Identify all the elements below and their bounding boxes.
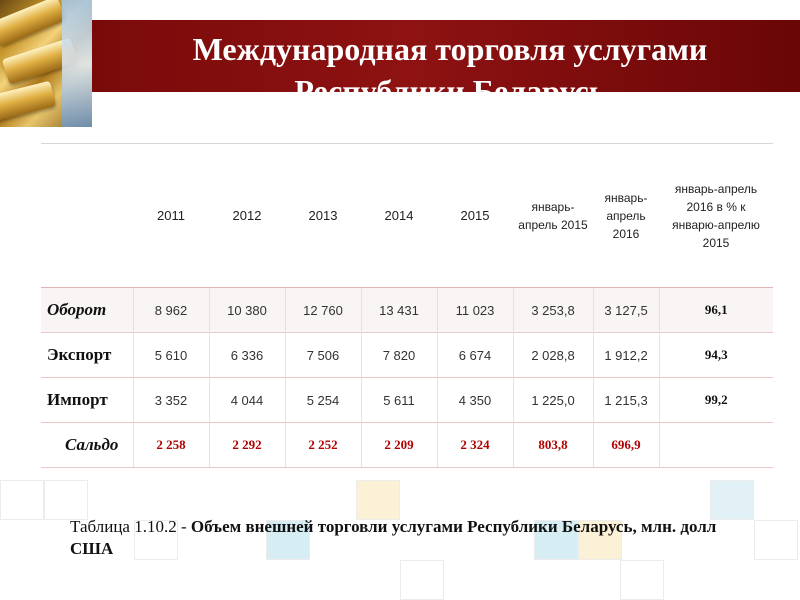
bg-tile [356,480,400,520]
table-cell: 2 258 [132,422,209,468]
table-cell: 4 350 [436,377,513,423]
table-cell: 5 254 [284,377,361,423]
table-cell: 803,8 [512,422,593,468]
table-cell: 7 820 [360,332,437,378]
bg-tile [578,520,622,560]
table-cell: 2 209 [360,422,437,468]
header-cell: 2013 [285,143,361,288]
row-label: Экспорт [41,332,133,378]
table-cell: 1 225,0 [512,377,593,423]
table-cell: 3 127,5 [592,287,659,333]
table-cell-percent [658,422,773,468]
table-row-export: Экспорт 5 610 6 336 7 506 7 820 6 674 2 … [41,332,773,378]
table-caption: Таблица 1.10.2 - Объем внешней торговли … [70,516,760,560]
gold-bars-image [0,0,92,127]
header-cell: 2011 [133,143,209,288]
table-cell: 8 962 [132,287,209,333]
table-cell: 2 292 [208,422,285,468]
table-cell-percent: 96,1 [658,287,773,333]
caption-text: Объем внешней торговли услугами Республи… [70,517,717,558]
bg-tile [534,520,578,560]
table-cell-percent: 99,2 [658,377,773,423]
table-header-row: 2011 2012 2013 2014 2015 январь-апрель 2… [41,143,773,288]
background-tile-mosaic [0,440,800,600]
table-cell: 1 215,3 [592,377,659,423]
header-cell: 2015 [437,143,513,288]
header-cell [41,143,133,288]
table-cell: 696,9 [592,422,659,468]
table-cell: 1 912,2 [592,332,659,378]
page-title: Международная торговля услугами Республи… [192,31,708,92]
title-banner [92,20,800,92]
table-cell: 3 352 [132,377,209,423]
table-cell: 3 253,8 [512,287,593,333]
table-cell: 6 674 [436,332,513,378]
bg-tile [754,520,798,560]
header-cell: 2012 [209,143,285,288]
caption-prefix: Таблица 1.10.2 - [70,517,191,536]
header-cell: 2014 [361,143,437,288]
header-cell: январь-апрель 2016 в % к январю-апрелю 2… [659,143,773,288]
header-cell: январь-апрель 2016 [593,143,659,288]
row-label: Сальдо [41,422,133,468]
table-cell: 2 028,8 [512,332,593,378]
table-cell: 12 760 [284,287,361,333]
table-cell: 5 611 [360,377,437,423]
bg-tile [620,560,664,600]
bg-tile [400,560,444,600]
bg-tile [0,480,44,520]
table-cell: 4 044 [208,377,285,423]
table-cell: 11 023 [436,287,513,333]
table-cell: 2 324 [436,422,513,468]
bg-tile [134,520,178,560]
table-row-import: Импорт 3 352 4 044 5 254 5 611 4 350 1 2… [41,377,773,423]
table-cell: 13 431 [360,287,437,333]
table-cell: 5 610 [132,332,209,378]
bg-tile [710,480,754,520]
row-label: Импорт [41,377,133,423]
table-cell-percent: 94,3 [658,332,773,378]
row-label: Оборот [41,287,133,333]
table-row-oborot: Оборот 8 962 10 380 12 760 13 431 11 023… [41,287,773,333]
table-cell: 7 506 [284,332,361,378]
bg-tile [44,480,88,520]
table-row-saldo: Сальдо 2 258 2 292 2 252 2 209 2 324 803… [41,422,773,468]
header-cell: январь-апрель 2015 [513,143,593,288]
bg-tile [266,520,310,560]
table-cell: 2 252 [284,422,361,468]
table-cell: 10 380 [208,287,285,333]
services-trade-table: 2011 2012 2013 2014 2015 январь-апрель 2… [41,143,773,468]
table-cell: 6 336 [208,332,285,378]
